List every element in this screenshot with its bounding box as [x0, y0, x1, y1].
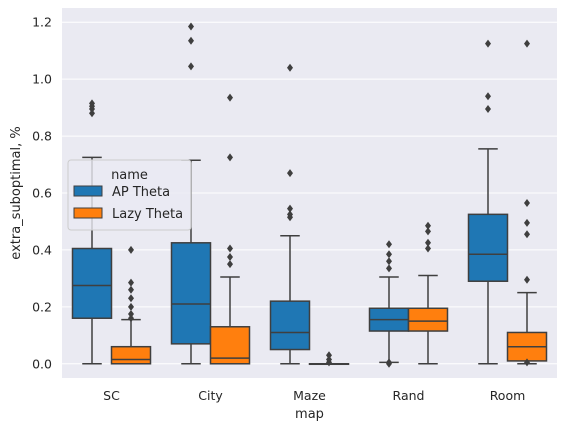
outlier-point: [485, 105, 491, 114]
box-city-lazy-theta: [209, 93, 251, 365]
outlier-point: [227, 153, 233, 162]
y-tick-label: 1.0: [32, 72, 52, 87]
outlier-point: [425, 227, 431, 236]
x-tick-labels: SC City Maze Rand Room: [103, 388, 525, 403]
outlier-point: [326, 355, 332, 364]
box-rand-lazy-theta: [407, 221, 449, 365]
outlier-point: [524, 275, 530, 284]
outlier-point: [287, 63, 293, 72]
outlier-point: [287, 210, 293, 219]
legend: name AP Theta Lazy Theta: [67, 159, 192, 231]
box-room-ap-theta: [467, 39, 509, 365]
y-axis-label: extra_suboptimal, %: [9, 126, 24, 259]
outlier-point: [89, 99, 95, 108]
outlier-point: [287, 204, 293, 213]
y-tick-label: 0.6: [32, 186, 52, 201]
outlier-point: [227, 244, 233, 253]
outlier-point: [227, 253, 233, 262]
box-iqr: [170, 242, 212, 345]
outlier-point: [524, 218, 530, 227]
outlier-point: [485, 92, 491, 101]
outlier-point: [227, 260, 233, 269]
box-room-lazy-theta: [506, 39, 548, 367]
outlier-point: [227, 93, 233, 102]
legend-title: name: [111, 168, 148, 183]
box-iqr: [407, 307, 449, 332]
outlier-point: [128, 245, 134, 254]
box-sc-lazy-theta: [110, 245, 152, 365]
outlier-point: [425, 221, 431, 230]
box-sc-ap-theta: [71, 99, 113, 365]
y-tick-label: 0.8: [32, 129, 52, 144]
y-tick-label: 0.2: [32, 299, 52, 314]
y-tick-label: 0.4: [32, 242, 52, 257]
x-tick-label-maze: Maze: [293, 388, 326, 403]
y-tick-label: 1.2: [32, 15, 52, 30]
x-tick-label-rand: Rand: [393, 388, 425, 403]
box-maze-ap-theta: [269, 63, 311, 365]
outlier-point: [386, 358, 392, 367]
outlier-point: [485, 39, 491, 48]
y-tick-label: 0.0: [32, 356, 52, 371]
outlier-point: [188, 36, 194, 45]
outlier-point: [128, 278, 134, 287]
boxes-layer: [71, 22, 548, 368]
outlier-point: [386, 250, 392, 259]
outlier-point: [326, 351, 332, 360]
outlier-point: [425, 244, 431, 253]
legend-label-lazy-theta: Lazy Theta: [112, 207, 183, 222]
box-rand-ap-theta: [368, 240, 410, 368]
x-tick-label-city: City: [198, 388, 223, 403]
outlier-point: [386, 257, 392, 266]
outlier-point: [287, 169, 293, 178]
legend-swatch-lazy-theta: [73, 207, 103, 219]
box-iqr: [110, 345, 152, 365]
outlier-point: [386, 240, 392, 249]
box-iqr: [269, 300, 311, 351]
outlier-point: [524, 230, 530, 239]
legend-label-ap-theta: AP Theta: [112, 185, 170, 200]
outlier-point: [128, 309, 134, 318]
box-iqr: [71, 247, 113, 319]
outlier-point: [128, 294, 134, 303]
outlier-point: [128, 302, 134, 311]
outlier-point: [524, 39, 530, 48]
outlier-point: [524, 358, 530, 367]
outlier-point: [386, 264, 392, 273]
outlier-point: [128, 314, 134, 323]
box-iqr: [467, 213, 509, 282]
outlier-point: [425, 238, 431, 247]
x-tick-label-sc: SC: [103, 388, 120, 403]
x-tick-label-room: Room: [490, 388, 526, 403]
y-tick-labels: 0.0 0.2 0.4 0.6 0.8 1.0 1.2: [32, 15, 52, 372]
outlier-point: [524, 198, 530, 207]
legend-swatch-ap-theta: [73, 185, 103, 197]
outlier-point: [188, 22, 194, 31]
outlier-point: [89, 109, 95, 118]
box-maze-lazy-theta: [308, 351, 350, 367]
outlier-point: [128, 285, 134, 294]
outlier-point: [188, 62, 194, 71]
x-axis-label: map: [295, 407, 324, 422]
